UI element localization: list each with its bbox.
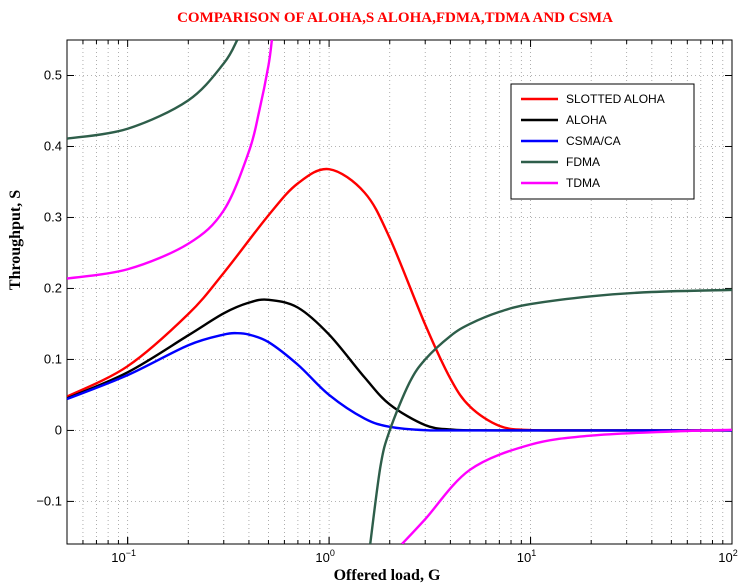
legend-entry-label: TDMA xyxy=(566,176,600,190)
legend-entry-label: CSMA/CA xyxy=(566,134,621,148)
chart-title: COMPARISON OF ALOHA,S ALOHA,FDMA,TDMA AN… xyxy=(177,10,613,26)
y-tick-label: −0.1 xyxy=(36,493,62,508)
x-axis-label: Offered load, G xyxy=(334,567,441,584)
axes-box xyxy=(66,39,733,545)
series-layer xyxy=(67,40,732,544)
grid xyxy=(67,40,732,544)
x-tick-label: 102 xyxy=(718,548,737,565)
legend-entry-label: ALOHA xyxy=(566,113,607,127)
x-tick-label: 100 xyxy=(315,548,334,565)
legend-entry-label: SLOTTED ALOHA xyxy=(566,92,665,106)
legend: SLOTTED ALOHA ALOHA CSMA/CA FDMA TDMA xyxy=(510,83,695,200)
y-tick-label: 0.3 xyxy=(44,209,62,224)
series-line-fdma xyxy=(67,40,732,544)
y-axis-label: Throughput, S xyxy=(7,190,24,290)
legend-entry-label: FDMA xyxy=(566,155,600,169)
series-line-csma-ca xyxy=(67,331,732,432)
series-line-tdma xyxy=(67,40,732,544)
x-tick-label: 10−1 xyxy=(111,548,136,565)
y-tick-label: 0 xyxy=(55,422,62,437)
y-tick-label: 0.2 xyxy=(44,280,62,295)
y-tick-label: 0.1 xyxy=(44,351,62,366)
series-line-aloha xyxy=(67,298,732,432)
series-line-slotted-aloha xyxy=(67,167,732,432)
axis-ticks: 10−1 100 101 102 −0.1 0 0.1 0.2 0.3 0.4 0.5 xyxy=(36,40,738,565)
y-tick-label: 0.4 xyxy=(44,138,62,153)
y-tick-label: 0.5 xyxy=(44,67,62,82)
x-tick-label: 101 xyxy=(517,548,536,565)
